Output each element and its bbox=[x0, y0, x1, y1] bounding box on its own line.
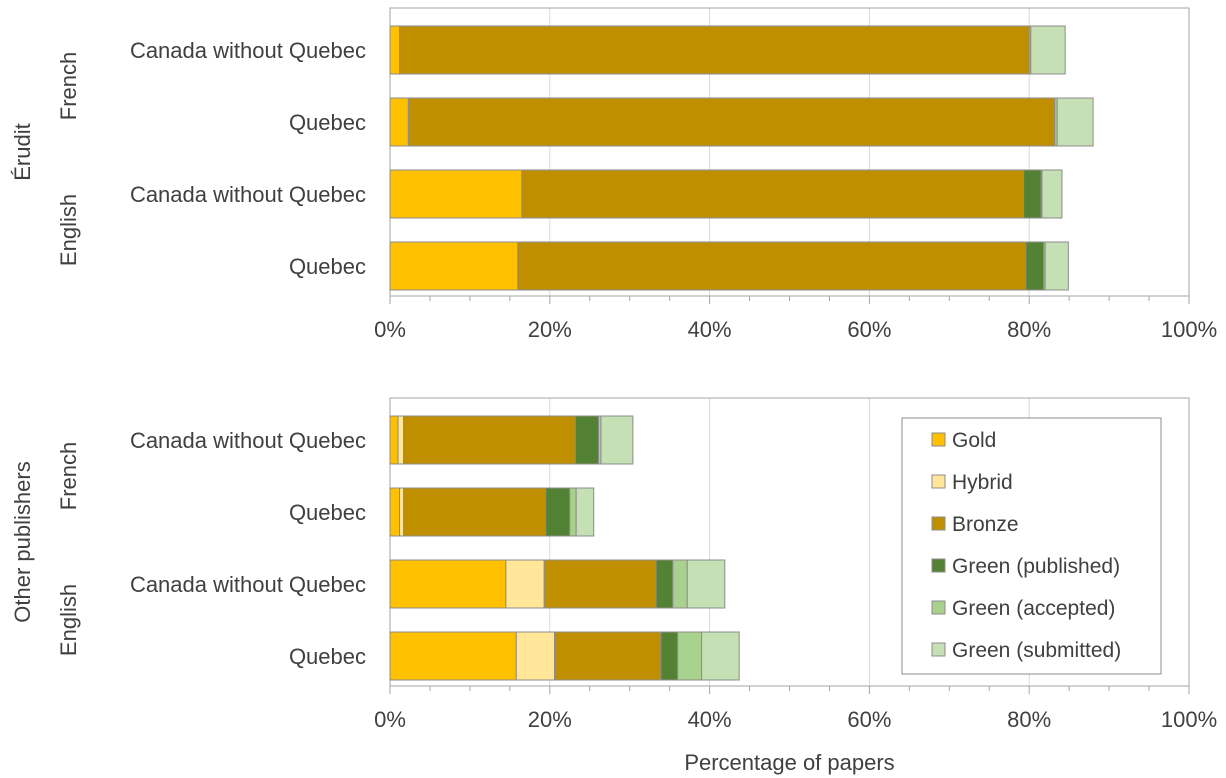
bar-segment-hybrid bbox=[505, 559, 545, 609]
category-label: Canada without Quebec bbox=[130, 428, 366, 453]
bar-segment-bronze bbox=[403, 415, 576, 465]
bar-segment-green-submitted bbox=[1056, 97, 1094, 147]
x-tick-label: 80% bbox=[1007, 707, 1051, 732]
category-label: Canada without Quebec bbox=[130, 38, 366, 63]
bar-segment-green-accepted bbox=[677, 631, 703, 681]
x-tick-label: 0% bbox=[374, 707, 406, 732]
bar-segment-green-published bbox=[545, 487, 571, 537]
language-label: English bbox=[56, 194, 81, 266]
bar-segment-gold bbox=[389, 415, 399, 465]
bar-segment-green-published bbox=[660, 631, 679, 681]
legend-label: Bronze bbox=[952, 513, 1019, 536]
legend-swatch bbox=[931, 516, 946, 531]
category-label: Canada without Quebec bbox=[130, 572, 366, 597]
legend-swatch bbox=[931, 642, 946, 657]
bar-segment-hybrid bbox=[515, 631, 556, 681]
bar-segment-green-submitted bbox=[1044, 241, 1069, 291]
bar-segment-gold bbox=[389, 97, 409, 147]
x-tick-label: 100% bbox=[1161, 707, 1217, 732]
bar-segment-green-published bbox=[655, 559, 674, 609]
bar-segment-gold bbox=[389, 631, 517, 681]
bar-segment-gold bbox=[389, 241, 519, 291]
bar-segment-green-accepted bbox=[672, 559, 688, 609]
bar-segment-green-submitted bbox=[686, 559, 726, 609]
x-tick-label: 20% bbox=[528, 707, 572, 732]
chart-panel-1: 0% 20% 40% 60% 80% 100% Canada without Quebec Q… bbox=[10, 7, 1217, 342]
legend-label: Green (accepted) bbox=[952, 597, 1115, 620]
bar-segment-bronze bbox=[399, 25, 1030, 75]
category-label: Quebec bbox=[289, 644, 366, 669]
x-tick-label: 60% bbox=[847, 707, 891, 732]
bar-segment-bronze bbox=[407, 97, 1056, 147]
bar-segment-gold bbox=[389, 559, 507, 609]
legend-label: Hybrid bbox=[952, 471, 1013, 494]
legend-swatch bbox=[931, 558, 946, 573]
bar-segment-bronze bbox=[521, 169, 1025, 219]
bar-segment-green-submitted bbox=[600, 415, 634, 465]
bar-segment-green-accepted bbox=[569, 487, 577, 537]
publisher-group-label: Other publishers bbox=[10, 461, 35, 622]
bar-segment-gold bbox=[389, 169, 523, 219]
legend-box bbox=[901, 417, 1162, 675]
x-tick-label: 20% bbox=[528, 317, 572, 342]
bar-segment-bronze bbox=[543, 559, 657, 609]
category-label: Canada without Quebec bbox=[130, 182, 366, 207]
bar-segment-green-submitted bbox=[575, 487, 595, 537]
x-tick-label: 40% bbox=[688, 707, 732, 732]
bar-segment-green-submitted bbox=[701, 631, 740, 681]
legend-swatch bbox=[931, 474, 946, 489]
bar-segment-green-submitted bbox=[1041, 169, 1063, 219]
category-label: Quebec bbox=[289, 500, 366, 525]
x-tick-label: 0% bbox=[374, 317, 406, 342]
legend-swatch bbox=[931, 600, 946, 615]
bar-segment-gold bbox=[389, 487, 401, 537]
x-tick-label: 80% bbox=[1007, 317, 1051, 342]
x-tick-label: 100% bbox=[1161, 317, 1217, 342]
x-axis-title: Percentage of papers bbox=[684, 750, 894, 775]
language-label: French bbox=[56, 442, 81, 510]
legend-label: Green (published) bbox=[952, 555, 1120, 578]
x-tick-label: 60% bbox=[847, 317, 891, 342]
bar-segment-bronze bbox=[554, 631, 662, 681]
x-tick-label: 40% bbox=[688, 317, 732, 342]
legend: Gold Hybrid Bronze Green (published) Green (… bbox=[901, 417, 1162, 675]
language-label: French bbox=[56, 52, 81, 120]
language-label: English bbox=[56, 584, 81, 656]
bar-segment-green-published bbox=[574, 415, 600, 465]
bar-segment-bronze bbox=[517, 241, 1027, 291]
bar-segment-hybrid bbox=[399, 487, 405, 537]
bar-segment-gold bbox=[389, 25, 401, 75]
legend-swatch bbox=[931, 432, 946, 447]
legend-label: Gold bbox=[952, 429, 996, 452]
legend-label: Green (submitted) bbox=[952, 639, 1121, 662]
category-label: Quebec bbox=[289, 110, 366, 135]
bar-segment-green-published bbox=[1025, 241, 1045, 291]
chart-panel-2: 0% 20% 40% 60% 80% 100% Canada without Quebec Q… bbox=[10, 397, 1217, 775]
category-label: Quebec bbox=[289, 254, 366, 279]
publisher-group-label: Érudit bbox=[10, 123, 35, 180]
bar-segment-green-submitted bbox=[1030, 25, 1066, 75]
bar-segment-bronze bbox=[403, 487, 547, 537]
bar-segment-hybrid bbox=[397, 415, 405, 465]
bar-segment-green-published bbox=[1023, 169, 1042, 219]
